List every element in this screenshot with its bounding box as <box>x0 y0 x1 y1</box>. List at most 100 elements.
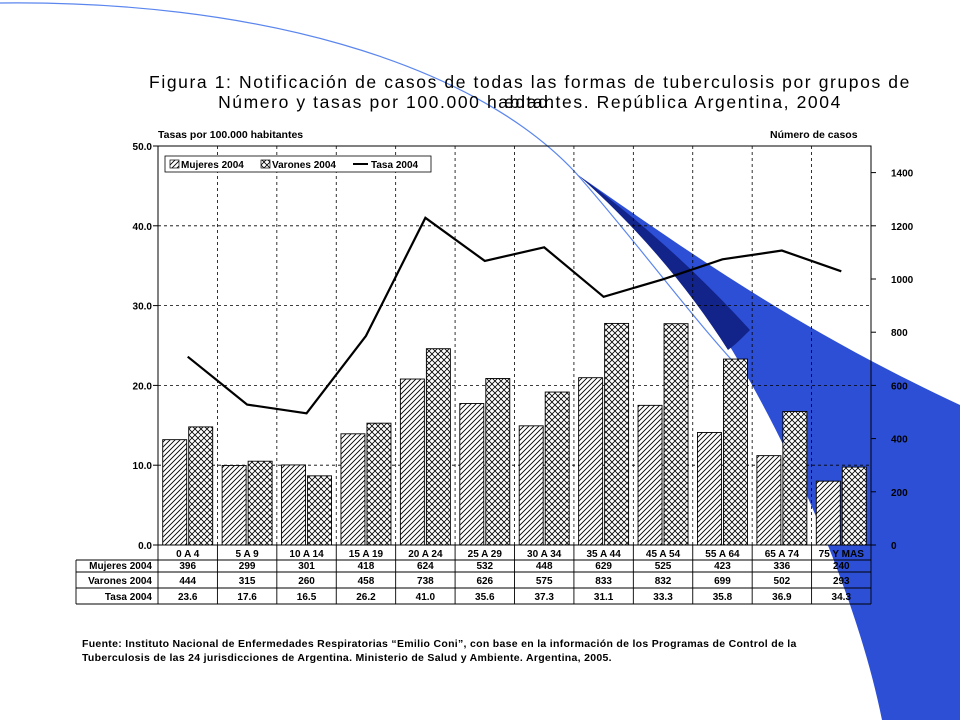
legend-label-mujeres: Mujeres 2004 <box>181 160 244 171</box>
left-tick-label: 40.0 <box>133 222 153 233</box>
table-row-label: Mujeres 2004 <box>89 561 152 572</box>
table-cell: 624 <box>417 561 434 572</box>
bar-varones <box>366 422 392 546</box>
legend-swatch-mujeres <box>169 159 180 169</box>
table-cell: 37.3 <box>534 592 554 603</box>
bar-mujeres <box>697 432 722 546</box>
category-label: 25 A 29 <box>468 549 503 560</box>
legend-box <box>164 155 432 173</box>
gridlines <box>158 146 871 545</box>
right-tick-label: 1000 <box>891 275 914 286</box>
table-cell: 738 <box>417 576 434 587</box>
chart-title-line-1: Figura 1: Notificación de casos de todas… <box>149 72 911 112</box>
category-label: 55 A 64 <box>705 549 740 560</box>
table-cell: 458 <box>358 576 375 587</box>
legend-swatch-varones <box>260 159 271 169</box>
swoosh-dark-band <box>578 175 750 350</box>
left-tick-label: 50.0 <box>133 142 153 153</box>
bar-varones <box>782 411 808 546</box>
bar-mujeres <box>162 439 188 546</box>
bar-varones <box>485 378 511 546</box>
category-label: 30 A 34 <box>527 549 562 560</box>
table-cell: 315 <box>239 576 256 587</box>
bar-varones <box>841 466 867 546</box>
category-label: 10 A 14 <box>289 549 324 560</box>
axes: 0.0 10.0 20.0 30.0 40.0 50.0 0 200 400 600 800 1000… <box>133 142 914 552</box>
chart-title-line-2: Número y tasas por 100.000 habitantes. R… <box>218 92 842 112</box>
bar-mujeres <box>221 465 247 546</box>
table-cell: 293 <box>833 576 850 587</box>
table-cell: 699 <box>714 576 731 587</box>
right-tick-label: 1200 <box>891 222 914 233</box>
tasa-line <box>187 216 842 415</box>
bar-mujeres <box>281 464 306 546</box>
table-cell: 832 <box>655 576 672 587</box>
category-label: 75 Y MAS <box>819 549 865 560</box>
left-axis-label: Tasas por 100.000 habitantes <box>158 129 304 141</box>
right-tick-label: 800 <box>891 328 908 339</box>
table-cell: 448 <box>536 561 553 572</box>
table-row-label: Tasa 2004 <box>105 592 153 603</box>
bar-mujeres <box>518 425 544 546</box>
right-tick-label: 1400 <box>891 169 914 180</box>
table-cell: 16.5 <box>297 592 317 603</box>
table-cell: 629 <box>595 561 612 572</box>
source-note: Fuente: Instituto Nacional de Enfermedad… <box>82 637 872 665</box>
data-table: 0 A 4 5 A 9 10 A 14 15 A 19 20 A 24 25 A 29 30… <box>75 545 872 605</box>
table-cell: 33.3 <box>653 592 673 603</box>
table-cell: 575 <box>536 576 553 587</box>
bar-varones <box>723 358 748 546</box>
category-label: 0 A 4 <box>176 549 200 560</box>
table-cell: 17.6 <box>237 592 257 603</box>
table-cell: 423 <box>714 561 731 572</box>
right-axis-label: Número de casos <box>770 129 858 141</box>
table-cell: 396 <box>179 561 196 572</box>
category-label: 45 A 54 <box>646 549 681 560</box>
right-tick-label: 400 <box>891 435 908 446</box>
bar-mujeres <box>815 480 841 546</box>
category-label: 35 A 44 <box>586 549 621 560</box>
tasa-series-line <box>187 216 842 415</box>
bar-varones <box>425 348 451 546</box>
table-cell: 35.6 <box>475 592 495 603</box>
table-cell: 626 <box>476 576 493 587</box>
table-cell: 36.9 <box>772 592 792 603</box>
right-tick-label: 0 <box>891 541 897 552</box>
table-cell: 299 <box>239 561 256 572</box>
category-label: 65 A 74 <box>765 549 800 560</box>
bar-mujeres <box>459 403 485 546</box>
bar-varones <box>307 475 332 546</box>
right-tick-label: 200 <box>891 488 908 499</box>
bar-mujeres <box>578 377 604 546</box>
bar-varones <box>188 426 214 546</box>
legend-label-tasa: Tasa 2004 <box>371 160 419 171</box>
bar-varones <box>604 322 630 546</box>
table-cell: 26.2 <box>356 592 376 603</box>
table-cell: 418 <box>358 561 375 572</box>
table-cell: 525 <box>655 561 672 572</box>
table-cell: 41.0 <box>416 592 436 603</box>
source-line-2: Tuberculosis de las 24 jurisdicciones de… <box>82 652 612 664</box>
bar-mujeres <box>756 455 782 546</box>
left-tick-label: 20.0 <box>133 381 153 392</box>
legend: Mujeres 2004 Varones 2004 Tasa 2004 <box>164 155 432 173</box>
swoosh-thin-line <box>0 2 761 391</box>
bar-varones <box>544 391 570 546</box>
table-cell: 240 <box>833 561 850 572</box>
table-cell: 35.8 <box>713 592 733 603</box>
source-line-1: Fuente: Instituto Nacional de Enfermedad… <box>82 638 797 650</box>
table-cell: 532 <box>476 561 493 572</box>
left-tick-label: 0.0 <box>138 541 152 552</box>
table-cell: 260 <box>298 576 315 587</box>
category-label: 20 A 24 <box>408 549 443 560</box>
bar-mujeres <box>637 404 663 546</box>
bar-varones <box>663 323 689 546</box>
table-cell: 833 <box>595 576 612 587</box>
table-cell: 301 <box>298 561 315 572</box>
table-row-label: Varones 2004 <box>88 576 152 587</box>
bar-varones <box>247 460 273 546</box>
category-label: 5 A 9 <box>236 549 260 560</box>
table-cell: 23.6 <box>178 592 198 603</box>
